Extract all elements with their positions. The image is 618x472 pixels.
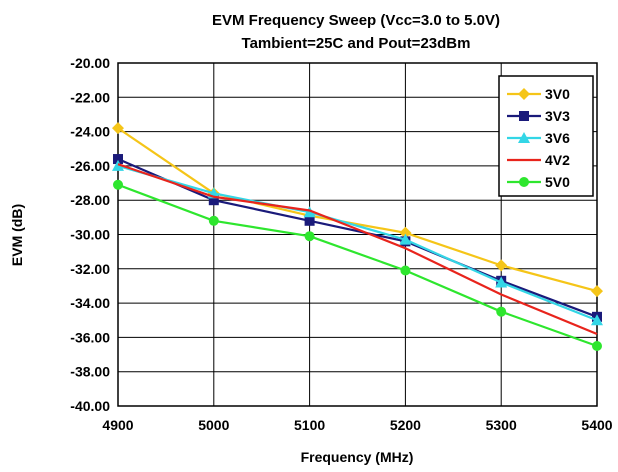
legend-item-3v6: 3V6: [507, 130, 570, 146]
legend-item-3v0: 3V0: [507, 86, 570, 102]
y-tick-label: -30.00: [70, 227, 110, 243]
plot-area: [117, 62, 598, 407]
data-point: [112, 122, 124, 135]
data-point: [399, 233, 412, 245]
data-point: [208, 215, 219, 226]
y-tick-label: -24.00: [70, 124, 110, 140]
x-tick-label: 5200: [390, 417, 421, 433]
data-point: [208, 195, 219, 206]
series-line: [117, 164, 598, 322]
series-layer: [112, 122, 603, 351]
y-tick-label: -32.00: [70, 261, 110, 277]
series-line: [117, 183, 598, 348]
x-tick-label: 5100: [294, 417, 325, 433]
x-tick-label: 4900: [102, 417, 133, 433]
data-point: [112, 159, 124, 171]
y-tick-label: -26.00: [70, 158, 110, 174]
data-point: [400, 265, 411, 276]
y-tick-label: -38.00: [70, 364, 110, 380]
legend-item-5v0: 5V0: [507, 174, 570, 190]
chart-title: EVM Frequency Sweep (Vcc=3.0 to 5.0V): [212, 12, 500, 29]
series-line: [117, 127, 598, 293]
legend-label: 3V6: [545, 130, 570, 146]
x-axis-label: Frequency (MHz): [301, 449, 414, 465]
legend-label: 5V0: [545, 174, 570, 190]
data-point: [591, 285, 603, 298]
legend-marker: [518, 132, 530, 143]
legend-item-3v3: 3V3: [507, 108, 570, 124]
x-tick-label: 5400: [581, 417, 612, 433]
legend-label: 3V3: [545, 108, 570, 124]
legend: 3V0 3V3 3V6 4V2 5V0: [498, 75, 594, 197]
series-5v0: [113, 179, 602, 351]
data-point: [495, 259, 508, 272]
legend-marker: [519, 177, 529, 187]
y-tick-label: -22.00: [70, 89, 110, 105]
data-point: [496, 306, 507, 317]
y-tick-labels: -20.00 -22.00 -24.00 -26.00 -28.00 -30.00 -32.…: [70, 55, 110, 414]
y-tick-label: -20.00: [70, 55, 110, 71]
y-tick-label: -34.00: [70, 295, 110, 311]
legend-label: 3V0: [545, 86, 570, 102]
data-point: [592, 340, 602, 351]
data-point: [304, 231, 315, 242]
legend-box: [498, 75, 594, 197]
data-point: [399, 226, 412, 239]
series-line: [117, 163, 598, 335]
data-point: [303, 206, 316, 218]
data-point: [304, 215, 315, 226]
legend-marker: [518, 88, 530, 100]
legend-marker: [519, 111, 529, 121]
data-point: [113, 154, 123, 165]
series-4v2: [117, 163, 598, 335]
data-point: [113, 179, 123, 190]
y-tick-label: -40.00: [70, 398, 110, 414]
chart-subtitle: Tambient=25C and Pout=23dBm: [242, 35, 471, 52]
data-point: [591, 314, 603, 326]
series-line: [117, 158, 598, 318]
x-tick-labels: 4900 5000 5100 5200 5300 5400: [102, 417, 612, 433]
data-point: [495, 276, 508, 288]
y-axis-label: EVM (dB): [9, 204, 25, 266]
x-tick-label: 5300: [486, 417, 517, 433]
legend-label: 4V2: [545, 152, 570, 168]
y-tick-label: -28.00: [70, 192, 110, 208]
y-tick-label: -36.00: [70, 329, 110, 345]
x-tick-label: 5000: [198, 417, 229, 433]
legend-item-4v2: 4V2: [507, 152, 570, 168]
